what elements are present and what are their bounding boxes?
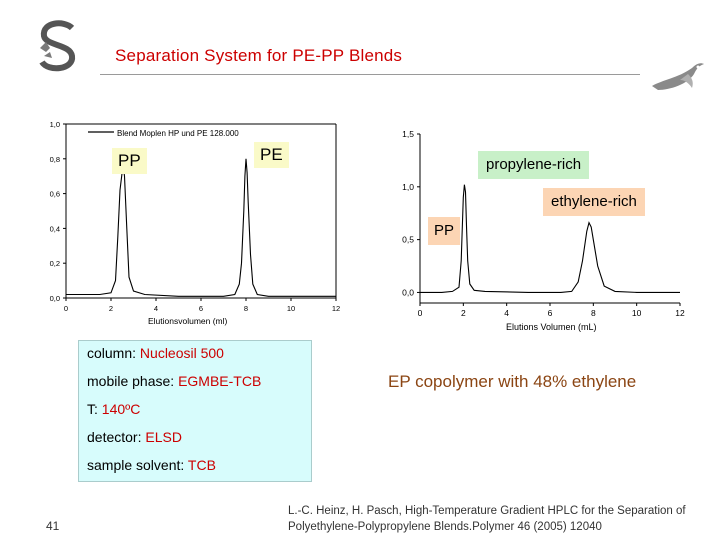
info-value: Nucleosil 500 bbox=[139, 345, 224, 361]
y-tick-label: 0,5 bbox=[402, 235, 414, 245]
x-tick-label: 4 bbox=[154, 304, 158, 313]
university-logo-icon bbox=[34, 18, 82, 74]
x-tick-label: 0 bbox=[64, 304, 68, 313]
copolymer-note: EP copolymer with 48% ethylene bbox=[388, 372, 637, 391]
x-tick-label: 4 bbox=[504, 308, 509, 318]
page-title: Separation System for PE-PP Blends bbox=[115, 46, 403, 65]
y-tick-label: 1,0 bbox=[50, 120, 60, 129]
x-tick-label: 2 bbox=[109, 304, 113, 313]
info-row-mobile-phase: mobile phase: EGMBE-TCB bbox=[87, 372, 261, 390]
x-axis-label: Elutionsvolumen (ml) bbox=[148, 316, 228, 326]
citation-line-2: Polyethylene-Polypropylene Blends.Polyme… bbox=[288, 521, 602, 533]
y-tick-label: 0,6 bbox=[50, 190, 60, 199]
fish-emblem-icon bbox=[652, 63, 704, 90]
citation: L.-C. Heinz, H. Pasch, High-Temperature … bbox=[288, 503, 718, 535]
y-tick-label: 1,0 bbox=[402, 182, 414, 192]
y-tick-label: 0,0 bbox=[402, 287, 414, 297]
chromatogram-right-series-line bbox=[420, 184, 680, 293]
info-key: column: bbox=[87, 345, 137, 361]
y-tick-label: 0,4 bbox=[50, 224, 60, 233]
page-number: 41 bbox=[46, 519, 60, 533]
label-ethylene-rich: ethylene-rich bbox=[543, 188, 645, 216]
info-value: EGMBE-TCB bbox=[178, 373, 262, 389]
chromatogram-left-series-line bbox=[66, 158, 336, 297]
info-row-detector: detector: ELSD bbox=[87, 428, 182, 446]
x-tick-label: 8 bbox=[591, 308, 596, 318]
title-divider bbox=[100, 74, 640, 75]
chromatogram-left: 0 2 4 6 8 10 12 0,0 0,2 0,4 0,6 0,8 1,0 Blend Moplen… bbox=[50, 120, 341, 326]
info-value: 140ºC bbox=[101, 401, 141, 417]
chromatogram-right: 0 2 4 6 8 10 12 0,0 0,5 1,0 1,5 Elutions Volumen (… bbox=[402, 129, 685, 332]
y-tick-label: 0,0 bbox=[50, 294, 60, 303]
info-row-temperature: T: 140ºC bbox=[87, 400, 140, 418]
info-key: detector: bbox=[87, 429, 142, 445]
label-pp-right: PP bbox=[428, 217, 461, 245]
x-tick-label: 6 bbox=[548, 308, 553, 318]
info-value: TCB bbox=[187, 457, 216, 473]
label-pe: PE bbox=[254, 142, 289, 168]
conditions-box: column: Nucleosil 500 mobile phase: EGMB… bbox=[78, 340, 312, 482]
citation-line-1: L.-C. Heinz, H. Pasch, High-Temperature … bbox=[288, 505, 686, 517]
info-key: T: bbox=[87, 401, 98, 417]
x-tick-label: 2 bbox=[461, 308, 466, 318]
info-key: sample solvent: bbox=[87, 457, 185, 473]
y-tick-label: 0,8 bbox=[50, 155, 60, 164]
info-row-column: column: Nucleosil 500 bbox=[87, 344, 224, 362]
x-tick-label: 12 bbox=[332, 304, 340, 313]
info-row-sample-solvent: sample solvent: TCB bbox=[87, 456, 216, 474]
x-tick-label: 10 bbox=[632, 308, 642, 318]
x-tick-label: 10 bbox=[287, 304, 295, 313]
y-tick-label: 1,5 bbox=[402, 129, 414, 139]
x-axis-label-right: Elutions Volumen (mL) bbox=[506, 322, 597, 332]
info-key: mobile phase: bbox=[87, 373, 175, 389]
info-value: ELSD bbox=[145, 429, 182, 445]
x-tick-label: 6 bbox=[199, 304, 203, 313]
label-propylene-rich: propylene-rich bbox=[478, 151, 590, 179]
x-tick-label: 12 bbox=[675, 308, 685, 318]
y-tick-label: 0,2 bbox=[50, 259, 60, 268]
chart-legend: Blend Moplen HP und PE 128.000 bbox=[117, 129, 239, 138]
label-pp-left: PP bbox=[112, 148, 147, 174]
x-tick-label: 0 bbox=[418, 308, 423, 318]
x-tick-label: 8 bbox=[244, 304, 248, 313]
